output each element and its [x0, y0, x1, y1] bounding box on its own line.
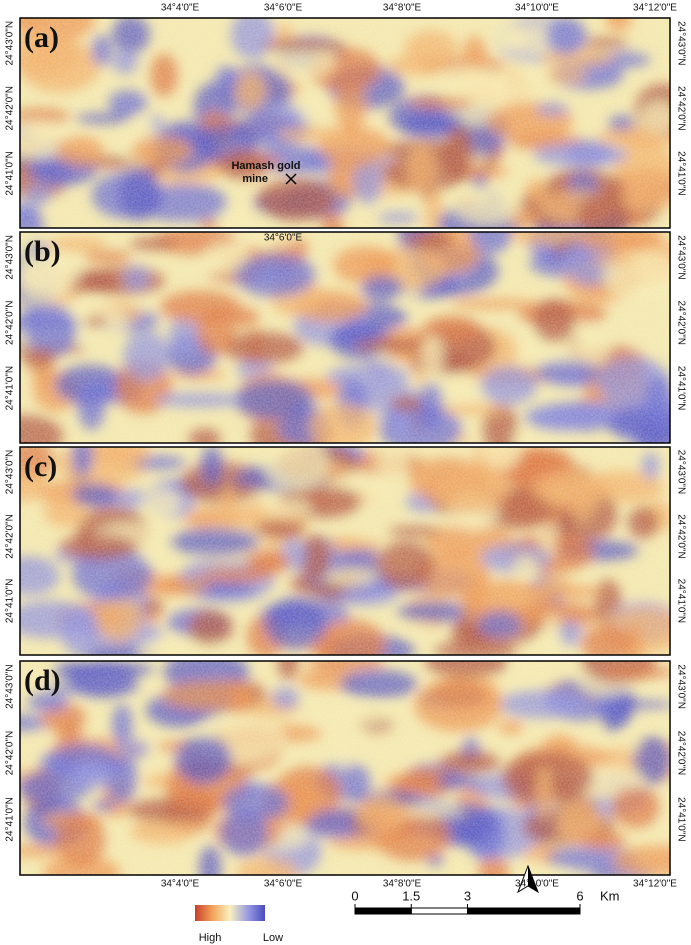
scale-segment: [410, 907, 468, 915]
latitude-label: 24°42'0"N: [675, 300, 686, 345]
panel-letter: (b): [24, 235, 61, 268]
latitude-label: 24°41'0"N: [5, 797, 16, 842]
latitude-label: 24°42'0"N: [675, 731, 686, 776]
map-grain: [20, 447, 670, 655]
legend-low: Low: [263, 932, 283, 944]
latitude-label: 24°41'0"N: [5, 366, 16, 411]
longitude-label: 34°10'0"E: [515, 879, 559, 890]
latitude-label: 24°43'0"N: [5, 235, 16, 280]
latitude-label: 24°42'0"N: [675, 86, 686, 131]
latitude-label: 24°43'0"N: [5, 664, 16, 709]
panel-letter: (c): [24, 450, 57, 483]
scale-segment: [467, 907, 581, 915]
map-grain: [20, 18, 670, 228]
latitude-label: 24°43'0"N: [675, 664, 686, 709]
map-raster: [20, 232, 670, 443]
longitude-label: 34°6'0"E: [264, 879, 303, 890]
panel-frame: [19, 446, 671, 656]
map-raster: [20, 18, 670, 228]
scale-label: 6: [576, 888, 583, 903]
map-raster: [20, 447, 670, 655]
latitude-label: 24°43'0"N: [675, 21, 686, 65]
latitude-label: 24°41'0"N: [675, 151, 686, 196]
longitude-label: 34°12'0"E: [633, 3, 677, 14]
latitude-label: 24°43'0"N: [675, 235, 686, 280]
legend-ramp: [195, 905, 265, 921]
panel-frame: [19, 17, 671, 229]
latitude-label: 24°42'0"N: [5, 731, 16, 776]
scale-label: 3: [464, 888, 471, 903]
latitude-label: 24°43'0"N: [675, 450, 686, 495]
panel-frame: [19, 660, 671, 876]
latitude-label: 24°41'0"N: [675, 579, 686, 624]
longitude-label: 34°10'0"E: [515, 3, 559, 14]
panel-letter: (d): [24, 664, 61, 697]
north-arrow: [517, 864, 539, 894]
inner-label: 34°6'0"E: [264, 233, 303, 244]
longitude-label: 34°8'0"E: [383, 3, 422, 14]
latitude-label: 24°41'0"N: [5, 579, 16, 624]
scale-label: 1.5: [402, 888, 420, 903]
scale-unit: Km: [600, 888, 620, 903]
latitude-label: 24°41'0"N: [675, 797, 686, 842]
longitude-label: 34°6'0"E: [264, 3, 303, 14]
latitude-label: 24°41'0"N: [675, 366, 686, 411]
map-grain: [20, 661, 670, 875]
latitude-label: 24°42'0"N: [5, 514, 16, 559]
latitude-label: 24°43'0"N: [5, 450, 16, 495]
latitude-label: 24°42'0"N: [675, 514, 686, 559]
longitude-label: 34°8'0"E: [383, 879, 422, 890]
annotation: mine: [242, 173, 268, 185]
mine-symbol: [285, 173, 297, 185]
latitude-label: 24°42'0"N: [5, 300, 16, 345]
longitude-label: 34°12'0"E: [633, 879, 677, 890]
panel-letter: (a): [24, 21, 59, 54]
latitude-label: 24°43'0"N: [5, 21, 16, 65]
map-grain: [20, 232, 670, 443]
scale-label: 0: [351, 888, 358, 903]
scale-segment: [354, 907, 412, 915]
legend-high: High: [199, 932, 222, 944]
latitude-label: 24°41'0"N: [5, 151, 16, 196]
latitude-label: 24°42'0"N: [5, 86, 16, 131]
annotation: Hamash gold: [231, 160, 300, 172]
panel-frame: [19, 231, 671, 444]
map-raster: [20, 661, 670, 875]
map-panels: [19, 17, 671, 876]
longitude-label: 34°4'0"E: [161, 3, 200, 14]
longitude-label: 34°4'0"E: [161, 879, 200, 890]
